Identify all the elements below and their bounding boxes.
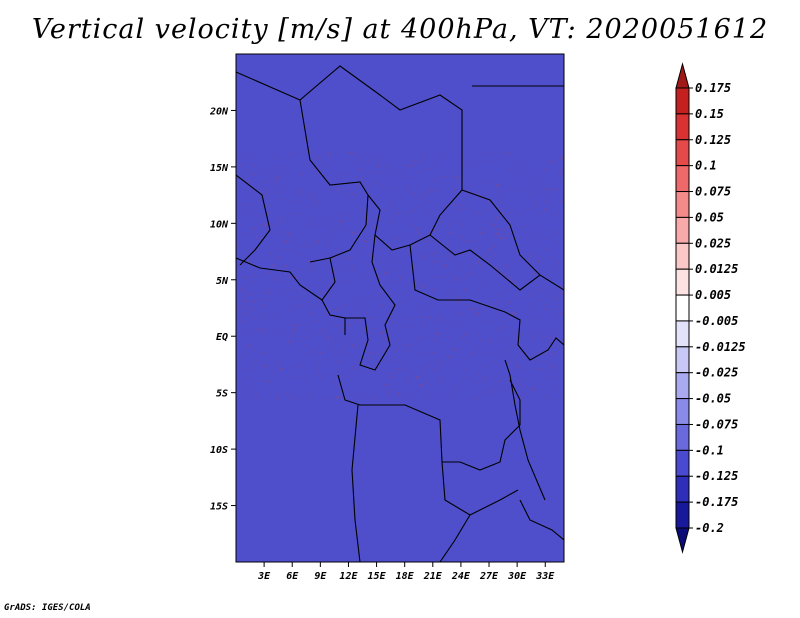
colorbar-label: 0.1 — [695, 159, 717, 173]
colorbar-swatch — [675, 372, 690, 400]
colorbar-swatch — [675, 216, 690, 244]
lon-label: 33E — [535, 571, 555, 582]
lon-label: 30E — [507, 571, 527, 582]
colorbar: 0.175 0.15 0.125 0.1 0.075 0.05 0.025 0.0125 0.0… — [675, 62, 746, 554]
colorbar-label: -0.005 — [695, 314, 738, 328]
credit-label: GrADS: IGES/COLA — [4, 603, 91, 613]
longitude-axis: 3E 6E 9E 12E 15E 18E 21E 24E 27E 30E 33E — [257, 562, 555, 582]
colorbar-label: -0.2 — [695, 521, 724, 535]
lon-label: 9E — [314, 571, 327, 582]
colorbar-label: -0.05 — [695, 392, 731, 406]
lat-label: 10S — [210, 445, 228, 456]
colorbar-label: -0.0125 — [695, 340, 746, 354]
lat-label: 15S — [210, 502, 228, 513]
colorbar-label: -0.075 — [695, 417, 738, 431]
lon-label: 12E — [339, 571, 358, 582]
lat-label: 10N — [210, 219, 229, 230]
colorbar-swatch — [675, 320, 690, 348]
colorbar-swatch — [675, 113, 690, 141]
colorbar-bottom-arrow — [675, 527, 690, 554]
lon-label: 3E — [257, 571, 271, 582]
lat-label: EQ — [216, 332, 228, 343]
colorbar-swatch — [675, 87, 690, 115]
lat-label: 15N — [210, 163, 229, 174]
colorbar-swatch — [675, 139, 690, 167]
colorbar-swatch — [675, 294, 690, 322]
latitude-axis: 20N 15N 10N 5N EQ 5S 10S 15S — [209, 106, 236, 513]
lat-label: 20N — [209, 106, 229, 117]
lat-label: 5S — [216, 389, 228, 400]
colorbar-swatch — [675, 165, 690, 193]
colorbar-label: -0.1 — [695, 443, 724, 457]
colorbar-label: -0.125 — [695, 469, 738, 483]
colorbar-label: 0.15 — [695, 107, 724, 121]
colorbar-label: 0.175 — [695, 81, 731, 95]
colorbar-swatch — [675, 423, 690, 451]
lon-label: 24E — [451, 571, 471, 582]
country-borders — [236, 65, 564, 562]
colorbar-label: 0.0125 — [695, 262, 738, 276]
lon-label: 27E — [479, 571, 499, 582]
map-frame — [235, 53, 565, 563]
colorbar-label: 0.125 — [695, 133, 731, 147]
colorbar-label: 0.05 — [695, 210, 724, 224]
colorbar-label: 0.025 — [695, 236, 731, 250]
vertical-velocity-field — [236, 54, 564, 562]
colorbar-label: 0.005 — [695, 288, 731, 302]
colorbar-top-arrow — [675, 62, 690, 89]
colorbar-swatch — [675, 242, 690, 270]
lon-label: 21E — [423, 571, 443, 582]
colorbar-swatch — [675, 449, 690, 477]
chart-title: Vertical velocity [m/s] at 400hPa, VT: 2… — [31, 14, 769, 45]
colorbar-label: 0.075 — [695, 185, 731, 199]
colorbar-label: -0.175 — [695, 495, 738, 509]
colorbar-swatch — [675, 346, 690, 374]
colorbar-swatch — [675, 501, 690, 529]
colorbar-swatch — [675, 268, 690, 296]
lon-label: 18E — [396, 571, 415, 582]
colorbar-swatch — [675, 398, 690, 425]
lat-label: 5N — [216, 276, 229, 287]
lon-label: 15E — [368, 571, 387, 582]
colorbar-swatch — [675, 191, 690, 218]
colorbar-label: -0.025 — [695, 366, 738, 380]
colorbar-swatch — [675, 475, 690, 503]
lon-label: 6E — [286, 571, 299, 582]
